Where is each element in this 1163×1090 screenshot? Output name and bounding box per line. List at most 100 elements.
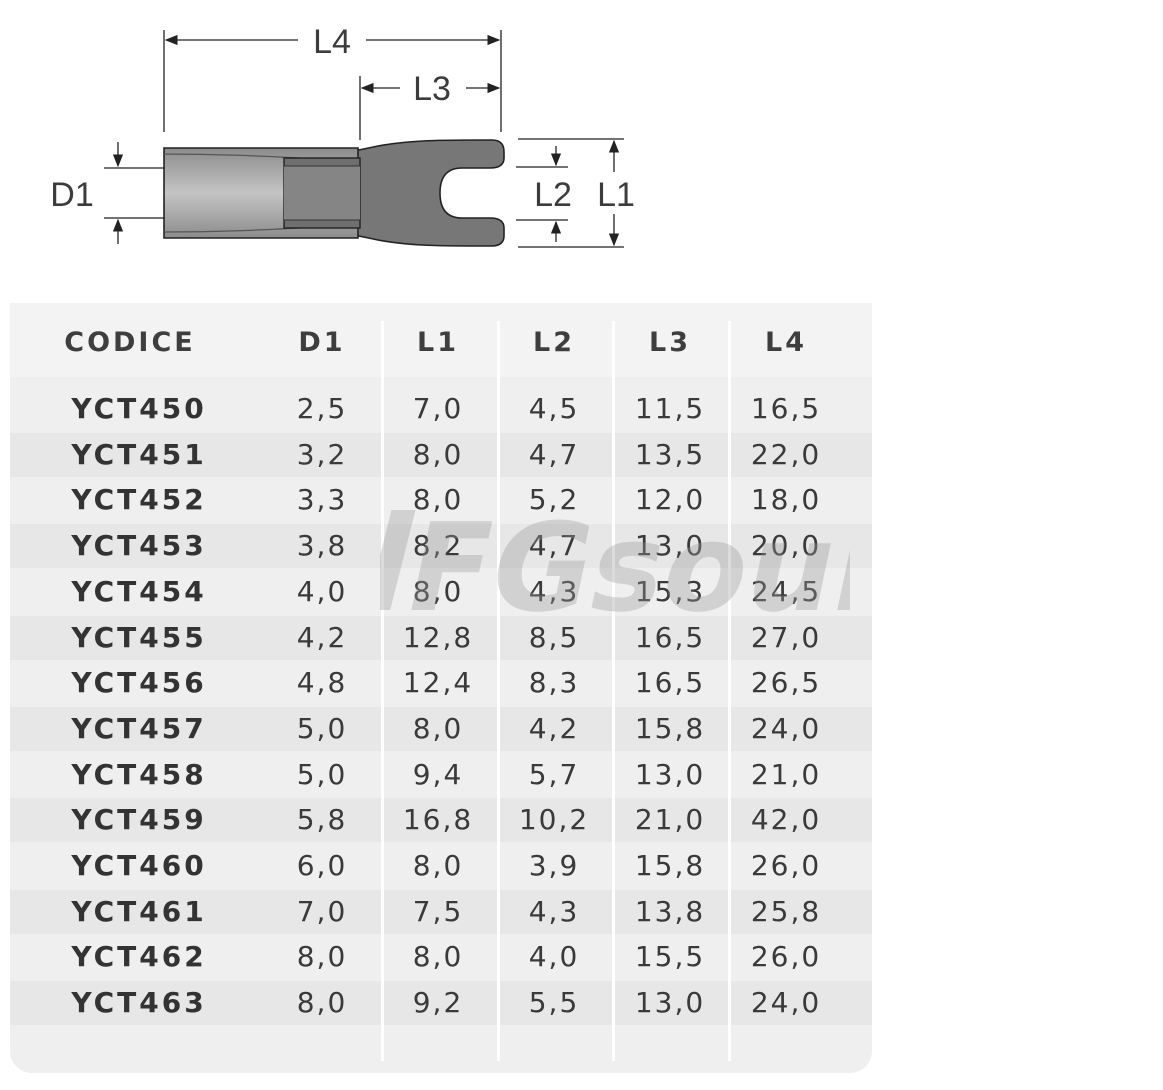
cell-l2: 5,7 <box>528 757 580 791</box>
cell-l4: 20,0 <box>750 529 822 563</box>
fork-terminal-drawing <box>163 139 505 247</box>
cell-l4: 27,0 <box>750 620 822 654</box>
d1-label: D1 <box>50 176 93 214</box>
cell-l2: 4,3 <box>528 574 580 608</box>
cell-l1: 16,8 <box>402 803 474 837</box>
cell-d1: 3,8 <box>296 529 348 563</box>
cell-d1: 2,5 <box>296 392 348 425</box>
table-row: YCT457 5,0 8,0 4,2 15,8 24,0 <box>10 706 872 751</box>
table-row: YCT450 2,5 7,0 4,5 11,5 16,5 <box>10 387 872 431</box>
cell-d1: 3,2 <box>296 437 348 471</box>
cell-l1: 12,4 <box>402 666 474 700</box>
cell-l1: 8,0 <box>412 574 464 608</box>
table-row: YCT456 4,8 12,4 8,3 16,5 26,5 <box>10 661 872 705</box>
table-row: YCT463 8,0 9,2 5,5 13,0 24,0 <box>10 981 872 1026</box>
cell-l4: 26,0 <box>750 849 822 882</box>
cell-codice: YCT455 <box>71 620 207 654</box>
cell-d1: 6,0 <box>296 849 348 882</box>
cell-l4: 26,5 <box>750 666 822 700</box>
table-row: YCT455 4,2 12,8 8,5 16,5 27,0 <box>10 615 872 660</box>
l4-dimension: L4 <box>163 23 502 132</box>
l4-label: L4 <box>313 23 351 61</box>
cell-l1: 8,0 <box>412 483 464 517</box>
l2-label: L2 <box>534 176 572 214</box>
l3-dimension: L3 <box>359 70 501 140</box>
cell-l2: 8,5 <box>528 620 580 654</box>
cell-l1: 8,0 <box>412 711 464 745</box>
cell-codice: YCT450 <box>71 392 207 425</box>
l2-dimension: L2 <box>516 146 572 242</box>
l1-label: L1 <box>597 176 635 214</box>
cell-l1: 8,0 <box>412 849 464 882</box>
cell-d1: 5,0 <box>296 757 348 791</box>
table-row: YCT460 6,0 8,0 3,9 15,8 26,0 <box>10 844 872 888</box>
cell-codice: YCT457 <box>71 711 207 745</box>
l1-dimension: L1 <box>518 138 635 248</box>
cell-codice: YCT454 <box>71 574 207 608</box>
cell-l2: 4,3 <box>528 894 580 928</box>
cell-d1: 4,8 <box>296 666 348 700</box>
cell-l4: 24,5 <box>750 574 822 608</box>
cell-d1: 5,0 <box>296 711 348 745</box>
table-row: YCT452 3,3 8,0 5,2 12,0 18,0 <box>10 478 872 522</box>
cell-l3: 15,8 <box>634 711 706 745</box>
cell-d1: 5,8 <box>296 803 348 837</box>
header-l3: L3 <box>649 327 691 358</box>
cell-l4: 25,8 <box>750 894 822 928</box>
cell-d1: 4,2 <box>296 620 348 654</box>
table-row: YCT454 4,0 8,0 4,3 15,3 24,5 <box>10 570 872 614</box>
header-l2: L2 <box>533 327 575 358</box>
cell-codice: YCT451 <box>71 437 207 471</box>
cell-l4: 24,0 <box>750 986 822 1020</box>
table-row: YCT461 7,0 7,5 4,3 13,8 25,8 <box>10 889 872 934</box>
terminal-dimension-diagram: L4 L3 D1 L2 L1 <box>50 23 635 248</box>
header-codice: CODICE <box>64 327 196 358</box>
cell-l2: 8,3 <box>528 666 580 700</box>
cell-l2: 4,0 <box>528 940 580 974</box>
cell-codice: YCT453 <box>71 529 207 563</box>
d1-dimension: D1 <box>50 142 164 244</box>
cell-codice: YCT463 <box>71 986 207 1020</box>
cell-l4: 24,0 <box>750 711 822 745</box>
column-divider <box>612 321 615 1061</box>
cell-l3: 16,5 <box>634 666 706 700</box>
table-header: CODICE D1 L1 L2 L3 L4 <box>10 303 872 377</box>
cell-l1: 9,4 <box>412 757 464 791</box>
cell-l3: 15,3 <box>634 574 706 608</box>
cell-l2: 4,7 <box>528 529 580 563</box>
cell-codice: YCT459 <box>71 803 207 837</box>
cell-l2: 4,7 <box>528 437 580 471</box>
l3-label: L3 <box>413 70 451 108</box>
cell-d1: 7,0 <box>296 894 348 928</box>
table-row: YCT459 5,8 16,8 10,2 21,0 42,0 <box>10 798 872 843</box>
column-divider <box>497 321 500 1061</box>
cell-codice: YCT460 <box>71 849 207 882</box>
cell-l4: 18,0 <box>750 483 822 517</box>
table-row: YCT462 8,0 8,0 4,0 15,5 26,0 <box>10 935 872 979</box>
cell-l4: 21,0 <box>750 757 822 791</box>
cell-l3: 13,8 <box>634 894 706 928</box>
cell-codice: YCT456 <box>71 666 207 700</box>
cell-d1: 3,3 <box>296 483 348 517</box>
cell-l3: 13,0 <box>634 529 706 563</box>
cell-l3: 13,5 <box>634 437 706 471</box>
cell-l4: 22,0 <box>750 437 822 471</box>
column-divider <box>381 321 384 1061</box>
cell-l2: 4,2 <box>528 711 580 745</box>
cell-d1: 8,0 <box>296 986 348 1020</box>
cell-codice: YCT461 <box>71 894 207 928</box>
cell-l3: 16,5 <box>634 620 706 654</box>
cell-l4: 26,0 <box>750 940 822 974</box>
table-row: YCT451 3,2 8,0 4,7 13,5 22,0 <box>10 432 872 477</box>
cell-l2: 3,9 <box>528 849 580 882</box>
cell-l1: 7,0 <box>412 392 464 425</box>
cell-l3: 12,0 <box>634 483 706 517</box>
spec-table: CODICE D1 L1 L2 L3 L4 YCT450 2,5 7,0 4,5 11,… <box>10 303 872 1073</box>
cell-l2: 10,2 <box>518 803 590 837</box>
cell-l1: 7,5 <box>412 894 464 928</box>
cell-l4: 16,5 <box>750 392 822 425</box>
table-row: YCT453 3,8 8,2 4,7 13,0 20,0 <box>10 524 872 569</box>
cell-codice: YCT458 <box>71 757 207 791</box>
cell-l3: 11,5 <box>634 392 706 425</box>
cell-l4: 42,0 <box>750 803 822 837</box>
